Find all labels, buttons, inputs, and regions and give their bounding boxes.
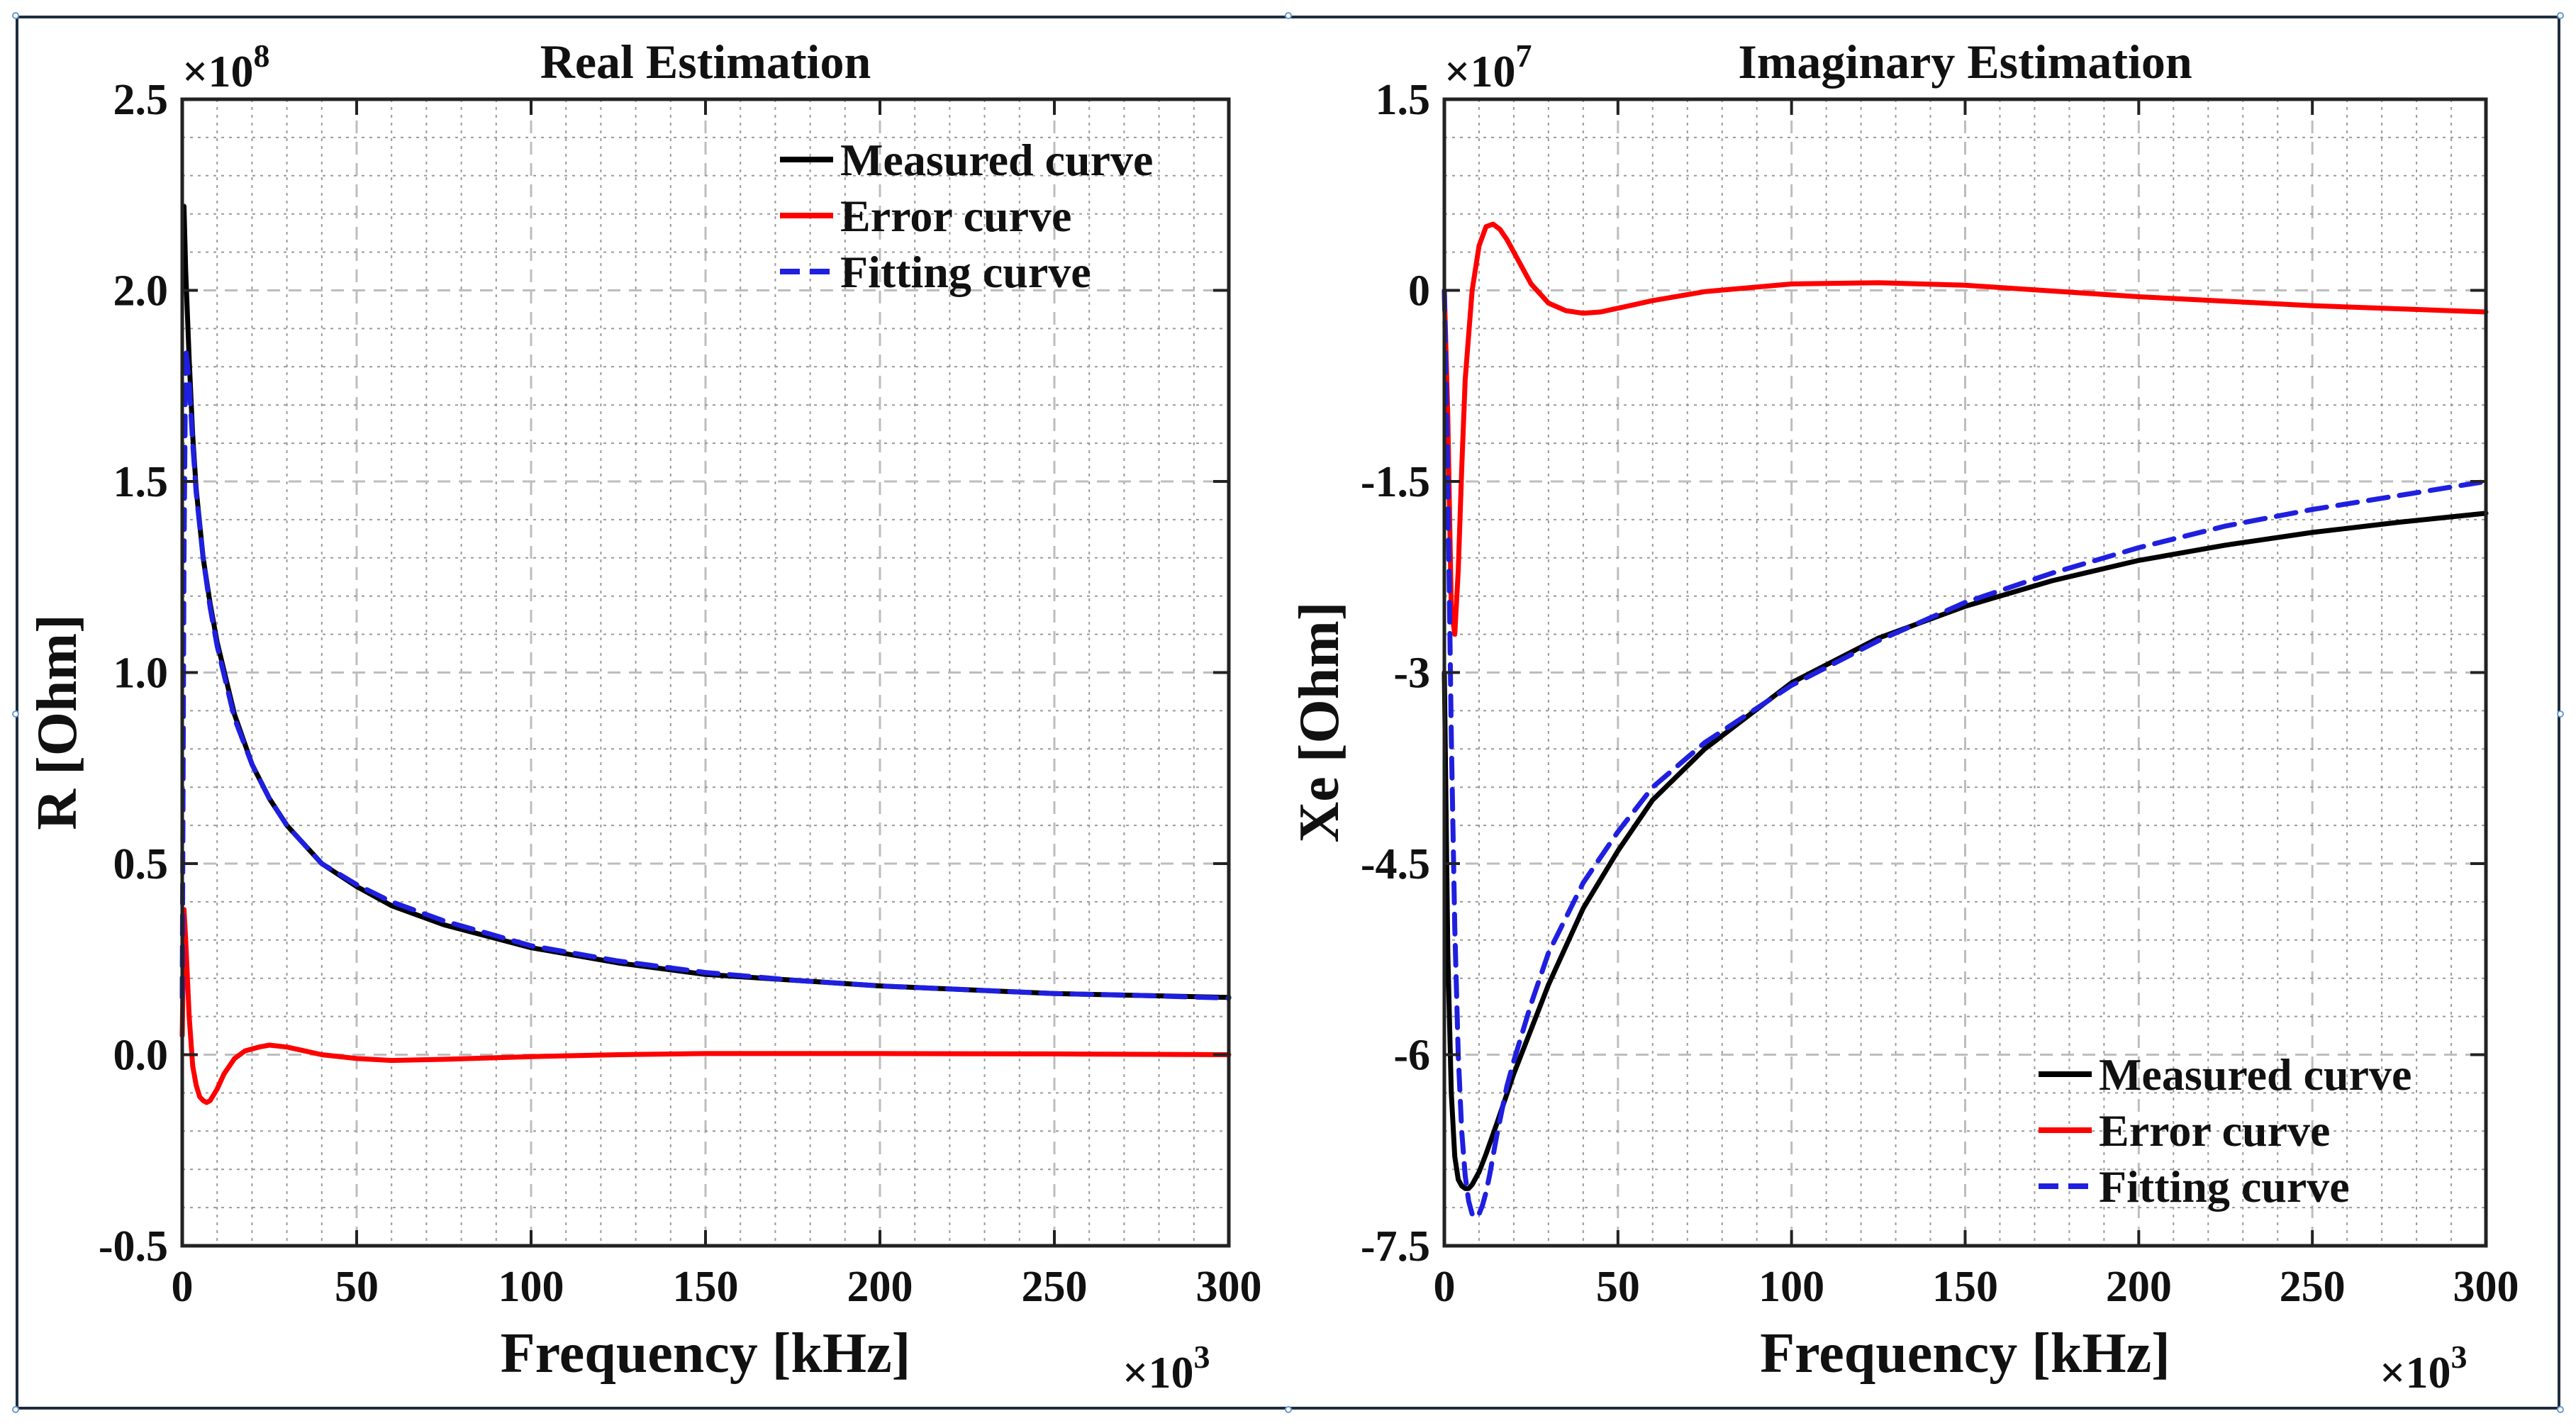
- y-axis-multiplier: ×107: [1444, 38, 1532, 96]
- selection-handle[interactable]: [12, 710, 19, 718]
- y-axis-label: R [Ohm]: [26, 614, 89, 830]
- y-tick-label: -3: [1393, 649, 1430, 698]
- y-tick-label: -0.5: [99, 1222, 168, 1271]
- series-line-error-curve: [1442, 221, 2489, 637]
- x-tick-label: 0: [1434, 1263, 1456, 1311]
- selection-handle[interactable]: [2557, 12, 2564, 19]
- x-tick-label: 200: [2106, 1263, 2172, 1311]
- y-tick-label: 1.5: [113, 458, 169, 506]
- x-tick-label: 250: [2280, 1263, 2346, 1311]
- x-tick-label: 100: [1758, 1263, 1824, 1311]
- y-tick-label: 1.0: [113, 649, 169, 698]
- legend: Measured curve Error curve Fitting curve: [780, 135, 1153, 297]
- y-axis-multiplier: ×108: [182, 38, 269, 96]
- x-tick-label: 300: [1196, 1263, 1262, 1311]
- selection-handle[interactable]: [2557, 1406, 2564, 1413]
- x-tick-label: 100: [498, 1263, 564, 1311]
- legend-label: Measured curve: [840, 135, 1153, 185]
- real-estimation-chart: 0 50 100 150 200 250 300 -0.5 0.0 0.5 1.0 1.5 2.0 2.5…: [26, 35, 1262, 1398]
- selection-handle[interactable]: [12, 1406, 19, 1413]
- chart-title: Imaginary Estimation: [1738, 35, 2192, 89]
- y-tick-label: 2.0: [113, 267, 169, 316]
- y-tick-label: 0.0: [113, 1032, 169, 1080]
- y-tick-label: 1.5: [1376, 76, 1431, 124]
- x-axis-label: Frequency [kHz]: [501, 1322, 910, 1385]
- series-line-fitting-curve: [1442, 288, 2489, 1220]
- x-tick-label: 150: [1932, 1263, 1998, 1311]
- x-tick-label: 300: [2453, 1263, 2519, 1311]
- series-line-measured-curve: [1442, 511, 2489, 1191]
- legend-label: Error curve: [840, 191, 1071, 241]
- selection-handle[interactable]: [12, 12, 19, 19]
- selection-handle[interactable]: [1285, 1406, 1292, 1413]
- x-tick-label: 50: [335, 1263, 379, 1311]
- selection-handle[interactable]: [1285, 12, 1292, 19]
- x-tick-label: 50: [1596, 1263, 1640, 1311]
- legend-label: Fitting curve: [840, 247, 1091, 297]
- y-tick-label: -7.5: [1361, 1222, 1430, 1271]
- chart-title: Real Estimation: [540, 35, 871, 89]
- series-line-measured-curve: [182, 203, 1232, 1000]
- y-tick-label: 2.5: [113, 76, 169, 124]
- x-axis-multiplier: ×103: [1122, 1339, 1210, 1398]
- y-tick-label: -4.5: [1361, 840, 1430, 888]
- imaginary-estimation-chart: 0 50 100 150 200 250 300 -7.5 -6 -4.5 -3 -1.5 0 1.5 I…: [1288, 35, 2519, 1398]
- legend-label: Error curve: [2099, 1105, 2330, 1156]
- selection-handle[interactable]: [2557, 710, 2564, 718]
- x-tick-label: 0: [172, 1263, 194, 1311]
- y-tick-label: -1.5: [1361, 458, 1430, 506]
- x-axis-label: Frequency [kHz]: [1760, 1322, 2170, 1385]
- x-tick-label: 200: [847, 1263, 913, 1311]
- y-tick-label: -6: [1393, 1032, 1430, 1080]
- y-tick-label: 0.5: [113, 840, 169, 888]
- series-line-fitting-curve: [179, 345, 1232, 1001]
- y-axis-label: Xe [Ohm]: [1288, 602, 1351, 843]
- x-tick-label: 150: [673, 1263, 739, 1311]
- legend-label: Fitting curve: [2099, 1161, 2350, 1212]
- legend-label: Measured curve: [2099, 1049, 2411, 1100]
- x-axis-multiplier: ×103: [2380, 1339, 2467, 1398]
- y-tick-label: 0: [1408, 267, 1430, 316]
- x-tick-label: 250: [1022, 1263, 1088, 1311]
- series-line-error-curve: [179, 907, 1232, 1105]
